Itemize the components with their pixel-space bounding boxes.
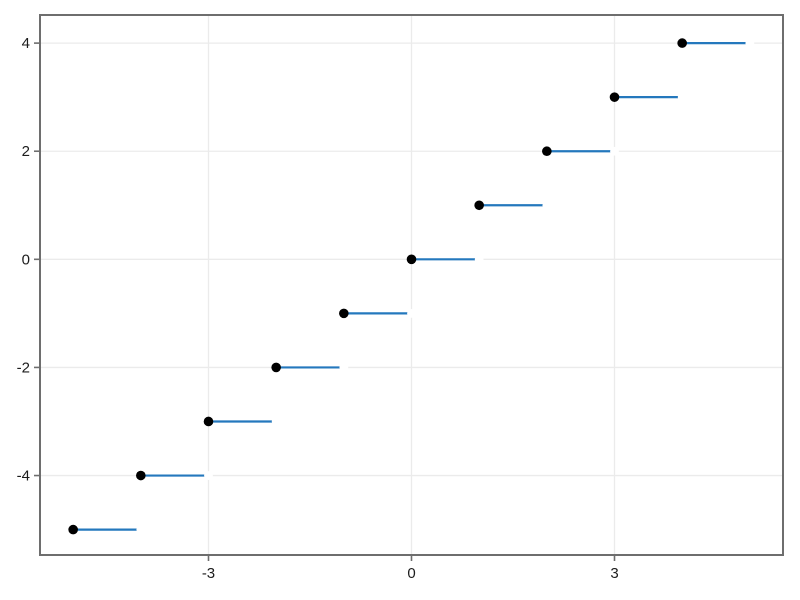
open-endpoint-marker: [271, 417, 281, 426]
open-endpoint-marker: [136, 525, 146, 534]
open-endpoint-marker: [474, 254, 484, 264]
data-point-marker: [609, 92, 620, 102]
data-point-marker: [136, 470, 146, 481]
x-tick-label: -3: [202, 565, 215, 582]
data-point-marker: [677, 38, 687, 48]
data-points-layer: [68, 38, 687, 535]
data-point-marker: [203, 416, 214, 427]
tick-labels-layer: -3 0 3 -4 -2 0 2 4: [17, 35, 619, 582]
y-tick-label: 4: [22, 35, 30, 52]
data-point-marker: [271, 362, 281, 373]
data-point-marker: [474, 200, 484, 211]
data-point-marker: [542, 146, 552, 157]
data-point-marker: [339, 308, 349, 319]
y-tick-label: 2: [22, 143, 30, 160]
step-segments-layer: [73, 42, 750, 531]
open-endpoint-marker: [542, 200, 552, 210]
data-point-marker: [68, 524, 78, 535]
open-endpoints-layer: [136, 38, 755, 534]
x-tick-label: 3: [610, 565, 618, 582]
gridlines-layer: [40, 15, 783, 555]
y-tick-label: -4: [17, 468, 30, 485]
ticks-layer: [34, 42, 616, 561]
open-endpoint-marker: [407, 308, 416, 318]
open-endpoint-marker: [745, 38, 755, 48]
x-tick-label: 0: [407, 565, 415, 582]
open-endpoint-marker: [677, 92, 687, 102]
data-point-marker: [406, 254, 417, 265]
y-tick-label: -2: [17, 359, 30, 376]
open-endpoint-marker: [204, 471, 213, 480]
open-endpoint-marker: [610, 146, 619, 156]
y-tick-label: 0: [22, 251, 30, 268]
open-endpoint-marker: [339, 363, 349, 372]
